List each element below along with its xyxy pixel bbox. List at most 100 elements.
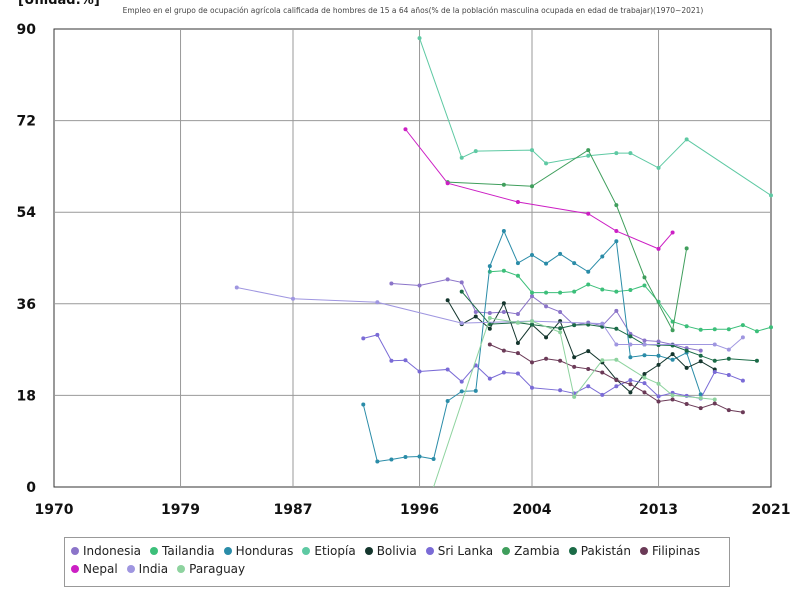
data-point-filipinas: [558, 358, 563, 363]
series-india: [234, 285, 745, 352]
data-point-india: [459, 321, 464, 326]
data-point-indonesia: [501, 309, 506, 314]
data-point-honduras: [572, 261, 577, 266]
legend-label: Honduras: [235, 544, 294, 558]
data-point-india: [291, 296, 295, 301]
data-point-tailandia: [684, 324, 689, 329]
data-point-indonesia: [473, 309, 478, 314]
data-point-filipinas: [656, 399, 661, 404]
data-point-sri-lanka: [459, 379, 464, 384]
data-point-honduras: [656, 353, 661, 358]
legend-label: Pakistán: [580, 544, 631, 558]
data-point-paraguay: [670, 393, 675, 398]
data-point-pakistan: [726, 356, 731, 361]
legend-item: India: [126, 562, 168, 576]
data-point-honduras: [445, 398, 450, 403]
data-point-filipinas: [586, 366, 591, 371]
data-point-sri-lanka: [600, 392, 605, 397]
data-point-india: [375, 300, 380, 305]
data-point-sri-lanka: [417, 369, 422, 374]
data-point-sri-lanka: [614, 384, 619, 389]
data-point-india: [740, 335, 745, 340]
data-point-nepal: [670, 230, 675, 235]
data-point-paraguay: [572, 394, 577, 399]
data-point-nepal: [656, 246, 661, 251]
legend-marker: [302, 547, 311, 555]
data-point-filipinas: [698, 406, 703, 411]
y-tick-label: 72: [17, 114, 36, 130]
series-line-nepal: [405, 128, 673, 250]
data-point-tailandia: [628, 288, 633, 293]
data-point-indonesia: [459, 280, 464, 285]
data-point-etiopia: [459, 155, 464, 160]
data-point-honduras: [459, 389, 464, 394]
data-point-indonesia: [445, 277, 450, 282]
data-point-filipinas: [544, 356, 549, 361]
series-line-etiopia: [419, 37, 772, 196]
data-point-tailandia: [614, 289, 619, 294]
legend-marker: [126, 565, 135, 573]
y-tick-label: 0: [26, 480, 36, 496]
legend-label: Sri Lanka: [437, 544, 494, 558]
data-point-honduras: [431, 457, 436, 462]
data-point-nepal: [614, 229, 619, 234]
legend-marker: [568, 547, 577, 555]
data-point-filipinas: [726, 408, 731, 413]
data-point-indonesia: [417, 283, 422, 288]
data-point-honduras: [375, 459, 380, 464]
legend-item: Filipinas: [639, 544, 701, 558]
data-point-zambia: [642, 275, 647, 280]
data-point-zambia: [501, 182, 506, 187]
series-paraguay: [433, 316, 717, 488]
data-point-sri-lanka: [642, 381, 647, 386]
data-point-bolivia: [586, 349, 591, 354]
legend-label: Filipinas: [651, 544, 701, 558]
data-point-pakistan: [459, 289, 464, 294]
data-point-bolivia: [670, 352, 675, 357]
series-nepal: [403, 127, 675, 251]
series-line-sri-lanka: [363, 334, 744, 400]
data-point-tailandia: [558, 290, 563, 295]
data-point-etiopia: [473, 149, 478, 154]
data-point-filipinas: [487, 342, 492, 347]
data-point-honduras: [628, 355, 633, 360]
data-point-honduras: [544, 261, 549, 266]
data-point-nepal: [515, 200, 520, 205]
data-point-paraguay: [614, 357, 619, 362]
legend-marker: [639, 547, 648, 555]
data-point-bolivia: [473, 314, 478, 319]
legend-marker: [71, 547, 79, 555]
series-line-pakistan: [461, 291, 757, 362]
series-tailandia: [487, 268, 773, 334]
series-line-indonesia: [391, 278, 701, 352]
data-point-pakistan: [614, 326, 619, 331]
data-point-india: [234, 285, 239, 290]
data-point-honduras: [698, 392, 703, 397]
data-point-pakistan: [628, 334, 633, 339]
data-point-tailandia: [740, 323, 745, 328]
legend-item: Etiopía: [302, 544, 356, 558]
data-point-indonesia: [558, 309, 563, 314]
series-filipinas: [487, 342, 745, 415]
data-point-indonesia: [487, 310, 492, 315]
data-point-honduras: [361, 402, 366, 407]
legend-item: Paraguay: [177, 562, 245, 576]
data-point-tailandia: [600, 287, 605, 292]
data-point-honduras: [670, 357, 675, 362]
data-point-nepal: [586, 211, 591, 216]
data-point-filipinas: [642, 390, 647, 395]
legend-item: Indonesia: [71, 544, 141, 558]
data-point-tailandia: [544, 290, 549, 295]
data-point-bolivia: [501, 301, 506, 306]
data-point-paraguay: [530, 319, 534, 324]
data-point-tailandia: [712, 327, 717, 332]
x-tick-label: 2013: [639, 502, 678, 518]
data-point-india: [628, 342, 633, 347]
data-point-tailandia: [530, 290, 534, 295]
data-point-pakistan: [712, 358, 717, 363]
data-point-paraguay: [712, 397, 717, 402]
data-point-paraguay: [698, 395, 703, 400]
legend-item: Tailandia: [150, 544, 215, 558]
series-line-india: [236, 287, 744, 351]
data-point-zambia: [684, 246, 689, 251]
